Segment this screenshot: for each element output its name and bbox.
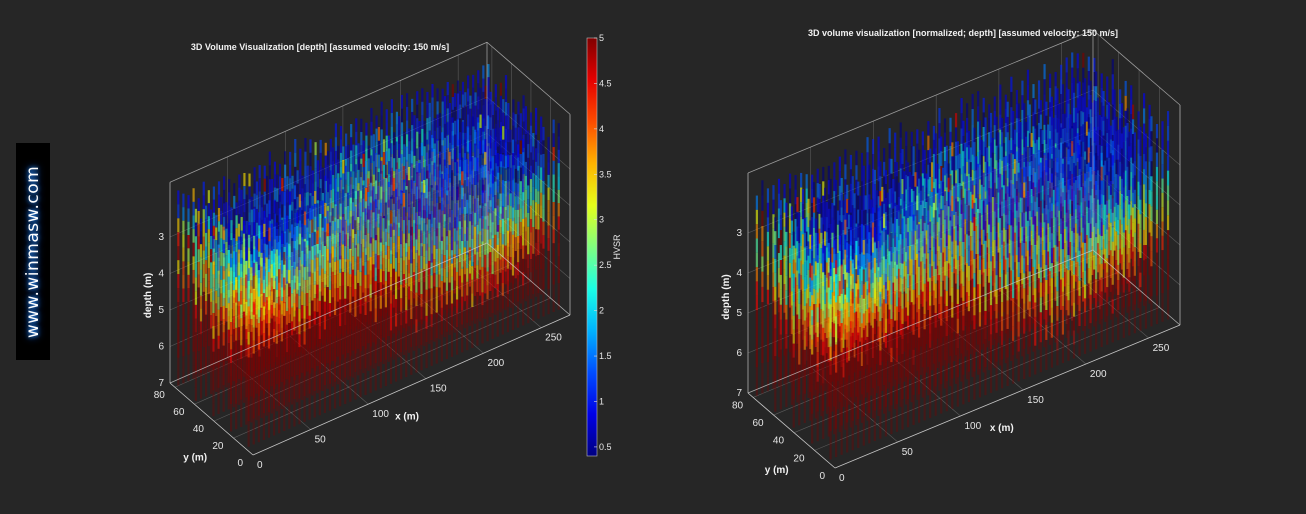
z-tick-label: 5	[158, 305, 164, 316]
box-edge	[486, 41, 571, 115]
box-edge	[169, 242, 488, 384]
plot-1: 0 50 100 150 200 250 0 20 40 60 80 3 4 5 6 7 x (m) y (m) d…	[143, 41, 571, 471]
x-tick-label: 0	[257, 460, 263, 471]
y-tick-label: 80	[154, 390, 166, 401]
x-tick-label: 250	[545, 333, 562, 344]
volume-data	[177, 64, 560, 447]
y-axis-label: y (m)	[183, 453, 207, 464]
grid-line	[233, 297, 551, 439]
x-tick-label: 200	[488, 358, 505, 369]
x-axis-line	[252, 314, 571, 456]
z-tick-label: 4	[158, 269, 164, 280]
z-tick-label: 7	[158, 378, 164, 389]
grid-line	[793, 289, 1140, 433]
x-tick-label: 100	[372, 409, 389, 420]
x-tick-label: 150	[430, 384, 447, 395]
volume-data	[755, 52, 1170, 460]
y-tick-label: 0	[237, 458, 243, 469]
y-tick-label: 40	[193, 424, 205, 435]
grid-line	[810, 366, 898, 443]
y-axis-line	[169, 382, 254, 456]
box-edge	[486, 242, 571, 316]
grid-line	[814, 307, 1160, 451]
x-tick-label: 50	[315, 435, 327, 446]
watermark-logo: www.winmasw.com	[16, 143, 50, 360]
y-tick-label: 60	[173, 407, 185, 418]
chart-title: 3D Volume Visualization [depth] [assumed…	[191, 42, 449, 52]
z-tick-label: 3	[158, 232, 164, 243]
x-axis-label: x (m)	[395, 411, 419, 422]
y-tick-label: 20	[212, 441, 224, 452]
box-edge	[169, 41, 488, 183]
z-axis-label: depth (m)	[143, 273, 154, 319]
z-tick-label: 6	[158, 342, 164, 353]
